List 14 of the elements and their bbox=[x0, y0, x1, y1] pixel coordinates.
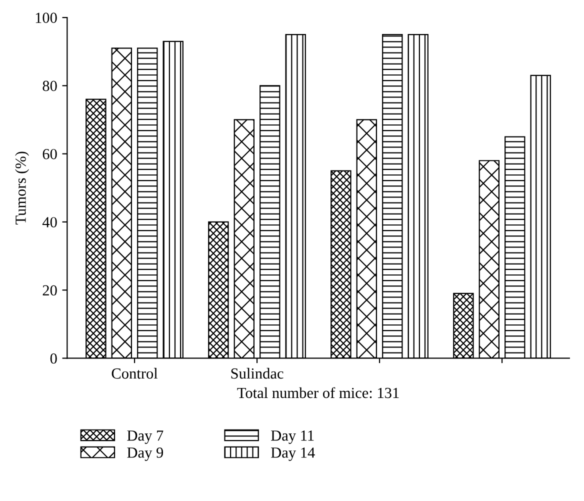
y-axis-title: Tumors (%) bbox=[15, 152, 29, 224]
x-axis-title: Total number of mice: 131 bbox=[237, 387, 399, 398]
y-tick-label: 20 bbox=[42, 285, 57, 296]
y-tick-label: 0 bbox=[50, 353, 57, 364]
y-tick-label: 60 bbox=[42, 148, 57, 160]
y-tick-label: 80 bbox=[42, 80, 57, 92]
y-tick-label: 40 bbox=[42, 217, 57, 228]
legend-label: Day 14 bbox=[271, 448, 315, 461]
legend-label: Day 11 bbox=[271, 430, 314, 444]
x-tick-label: Control bbox=[112, 368, 158, 379]
legend-label: Day 7 bbox=[127, 430, 164, 444]
x-tick-label: Sulindac bbox=[231, 368, 284, 379]
legend-label: Day 9 bbox=[127, 448, 164, 461]
y-tick-label: 100 bbox=[36, 12, 57, 23]
